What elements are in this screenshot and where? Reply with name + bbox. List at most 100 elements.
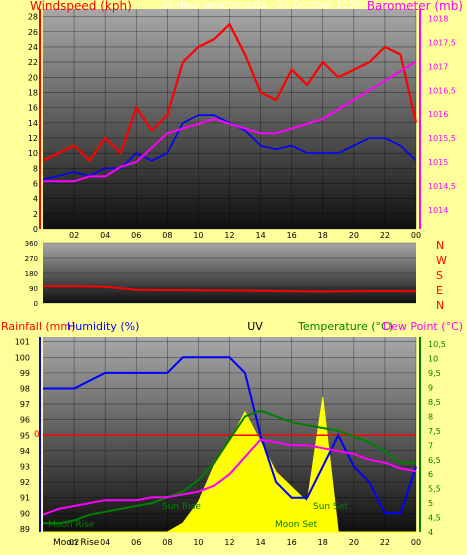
wind-y-tick: 10 [28,149,38,158]
weather-x-tick: 14 [255,538,265,547]
weather-x-tick: 10 [193,538,203,547]
rainfall-axis-title: Rainfall (mm) [1,320,75,333]
direction-grid [43,242,416,304]
humidity-y-tick: 89 [20,525,30,534]
wind-y-tick: 14 [28,119,38,128]
compass-letter: N [436,239,444,252]
barometer-y-tick: 1015 [428,158,448,167]
direction-y-tick: 0 [34,300,38,308]
weather-x-tick: 18 [318,538,328,547]
weather-x-tick: 04 [100,538,110,547]
wind-x-tick: 22 [380,231,390,240]
sun-set-label: Sun Set [313,502,348,512]
barometer-line [43,60,417,183]
moon-rise-label-bottom: Moon Rise [53,538,100,548]
temperature-y-tick: 4 [428,528,433,537]
dewpoint-line [42,438,417,516]
chart-title: 24 Hour weatherdata - 24 October 2009 [160,0,361,11]
humidity-y-tick: 98 [20,384,30,393]
wind-x-tick: 08 [162,231,172,240]
temperature-y-tick: 9,5 [428,369,441,378]
weather-x-tick: 16 [287,538,297,547]
data-lines [42,22,418,525]
wind-x-tick: 14 [255,231,265,240]
humidity-y-tick: 95 [20,431,30,440]
wind-x-tick: 16 [287,231,297,240]
wind-y-tick: 0 [33,225,38,234]
temperature-axis-title: Temperature (°C) [297,320,393,333]
wind-x-tick: 02 [69,231,79,240]
humidity-axis-title: Humidity (%) [67,320,139,333]
humidity-y-tick: 97 [20,400,30,409]
wind-y-tick: 6 [33,179,38,188]
wind-gust-line [42,22,418,163]
humidity-y-tick: 91 [20,494,30,503]
wind-y-tick: 12 [28,134,38,143]
temperature-y-tick: 9 [428,384,433,393]
wind-y-tick: 8 [33,164,38,173]
compass-letter: W [436,254,447,267]
temperature-y-tick: 5 [428,499,433,508]
compass-letter: S [436,269,443,282]
humidity-y-tick: 90 [20,509,30,518]
rainfall-zero-label: 0 [34,430,40,440]
wind-x-tick: 12 [224,231,234,240]
temperature-y-tick: 6,5 [428,456,441,465]
weather-x-tick: 08 [162,538,172,547]
sun-rise-label: Sun Rise [162,502,201,512]
windspeed-axis-title: Windspeed (kph) [30,0,132,13]
barometer-y-tick: 1017,5 [428,38,456,47]
barometer-axis-title: Barometer (mb) [367,0,463,13]
barometer-y-tick: 1014,5 [428,182,456,191]
humidity-y-tick: 93 [20,462,30,471]
temperature-y-tick: 7 [428,441,433,450]
humidity-y-tick: 92 [20,478,30,487]
dewpoint-axis-title: Dew Point (°C) [383,320,463,333]
weather-x-tick: 20 [349,538,359,547]
wind-y-tick: 2 [33,210,38,219]
humidity-y-tick: 99 [20,369,30,378]
temperature-y-tick: 10 [428,355,438,364]
wind-grid [43,9,417,230]
barometer-y-tick: 1014 [428,206,448,215]
wind-y-tick: 22 [28,58,38,67]
weather-x-tick: 22 [380,538,390,547]
humidity-line [43,356,417,515]
wind-direction-line [43,285,417,293]
wind-y-tick: 4 [33,195,38,204]
weather-x-tick: 02 [69,538,79,547]
wind-x-tick: 04 [100,231,110,240]
humidity-y-tick: 101 [15,338,30,347]
wind-x-tick: 06 [131,231,141,240]
direction-y-tick: 180 [25,270,38,278]
weather-x-tick: 06 [131,538,141,547]
compass-letter: N [436,299,444,312]
barometer-y-tick: 1017 [428,62,448,71]
humidity-y-tick: 96 [20,416,30,425]
wind-x-tick: 20 [349,231,359,240]
wind-x-tick: 18 [318,231,328,240]
weather-x-tick: 00 [411,538,421,547]
temperature-y-tick: 10,5 [428,340,446,349]
wind-y-tick: 26 [28,28,38,37]
wind-y-tick: 16 [28,104,38,113]
tick-labels: 024681012141618202224262810141014,510151… [15,9,456,547]
temperature-line [43,409,416,525]
moon-rise-label-top: Moon Rise [48,520,95,530]
moon-set-label: Moon Set [275,520,318,530]
wind-y-tick: 24 [28,43,38,52]
barometer-y-tick: 1016,5 [428,86,456,95]
wind-x-tick: 10 [193,231,203,240]
compass-letter: E [436,284,443,297]
direction-y-tick: 90 [29,285,38,293]
wind-y-tick: 20 [28,73,38,82]
temperature-y-tick: 7,5 [428,427,441,436]
temperature-y-tick: 5,5 [428,485,441,494]
barometer-y-tick: 1015,5 [428,134,456,143]
temperature-y-tick: 4,5 [428,514,441,523]
temperature-y-tick: 8,5 [428,398,441,407]
barometer-y-tick: 1016 [428,110,448,119]
direction-y-tick: 360 [25,240,38,248]
uv-axis-title: UV [247,320,263,333]
wind-y-tick: 28 [28,13,38,22]
